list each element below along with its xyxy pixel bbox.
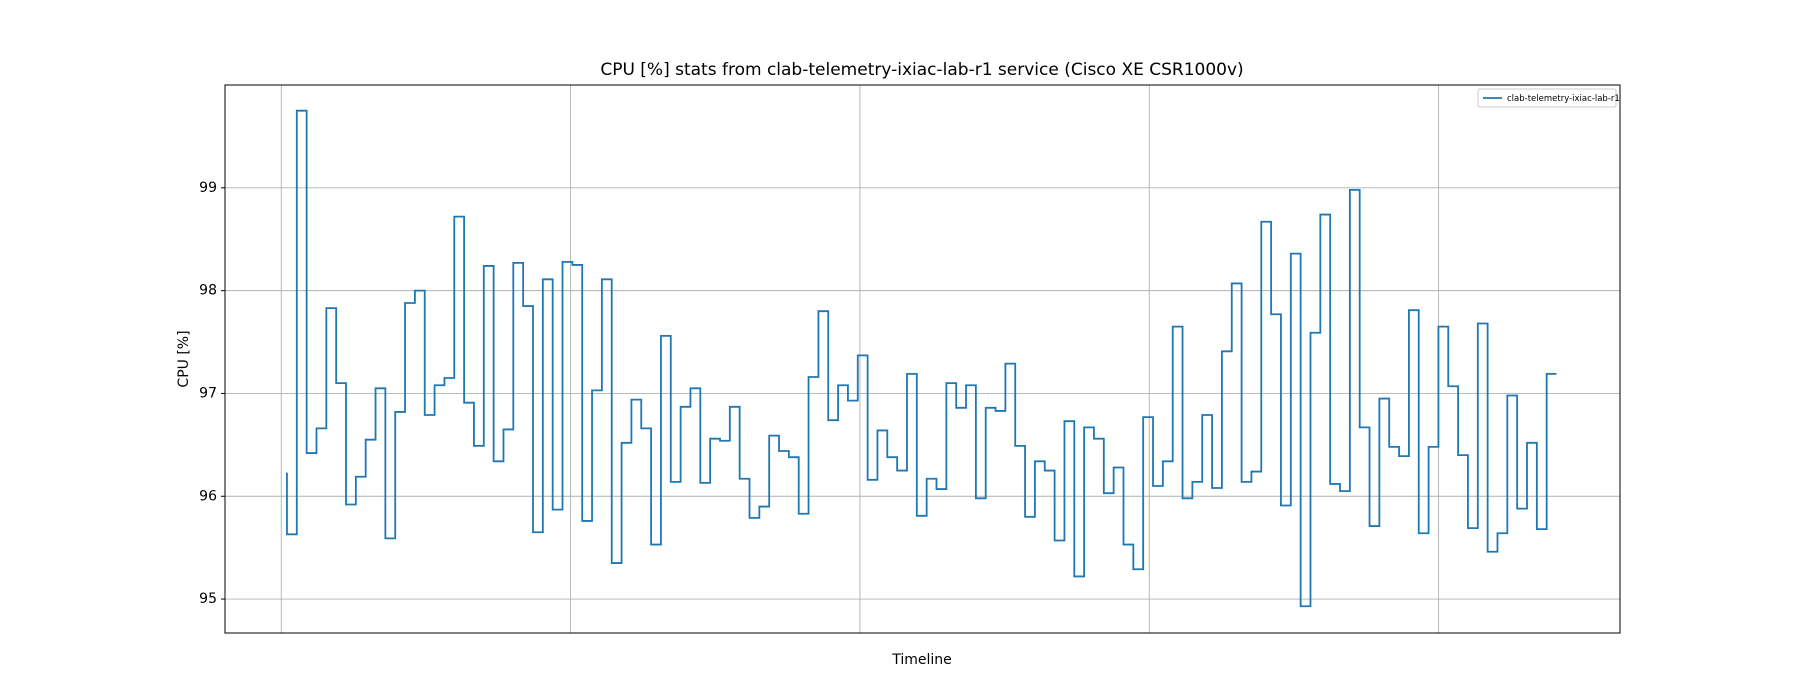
y-tick-label: 99 — [199, 180, 217, 196]
axes-frame — [224, 84, 1621, 634]
cpu-line — [286, 109, 1557, 608]
x-axis-label: Timeline — [891, 652, 952, 668]
y-tick-label: 98 — [199, 283, 217, 299]
chart-title: CPU [%] stats from clab-telemetry-ixiac-… — [600, 60, 1243, 80]
legend-label: clab-telemetry-ixiac-lab-r1 — [1507, 94, 1620, 104]
y-tick-label: 97 — [199, 385, 217, 401]
y-axis-label: CPU [%] — [176, 330, 192, 387]
y-tick-label: 95 — [199, 591, 217, 607]
y-tick-label: 96 — [199, 488, 217, 504]
legend-box — [1477, 88, 1617, 108]
